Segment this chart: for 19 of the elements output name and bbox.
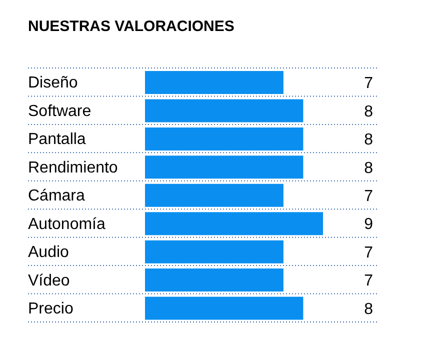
data-label: 7: [364, 75, 374, 92]
data-label: 8: [364, 132, 374, 149]
data-label: 7: [364, 188, 374, 205]
y-tick-label: Precio: [28, 300, 74, 318]
y-tick-label: Diseño: [28, 74, 78, 92]
y-tick-label: Vídeo: [28, 272, 70, 290]
y-tick-label: Audio: [28, 244, 70, 262]
chart-title: NUESTRAS VALORACIONES: [28, 18, 234, 35]
y-tick-label: Autonomía: [28, 216, 106, 233]
y-tick-label: Rendimiento: [28, 159, 118, 176]
y-tick-label: Pantalla: [28, 131, 86, 148]
data-label: 8: [364, 300, 374, 318]
y-tick-label: Cámara: [28, 188, 86, 205]
data-label: 8: [364, 160, 374, 177]
data-label: 7: [364, 272, 374, 290]
data-label: 7: [364, 244, 374, 262]
data-label: 9: [364, 216, 374, 234]
data-label: 8: [364, 103, 374, 120]
y-tick-label: Software: [28, 102, 92, 120]
